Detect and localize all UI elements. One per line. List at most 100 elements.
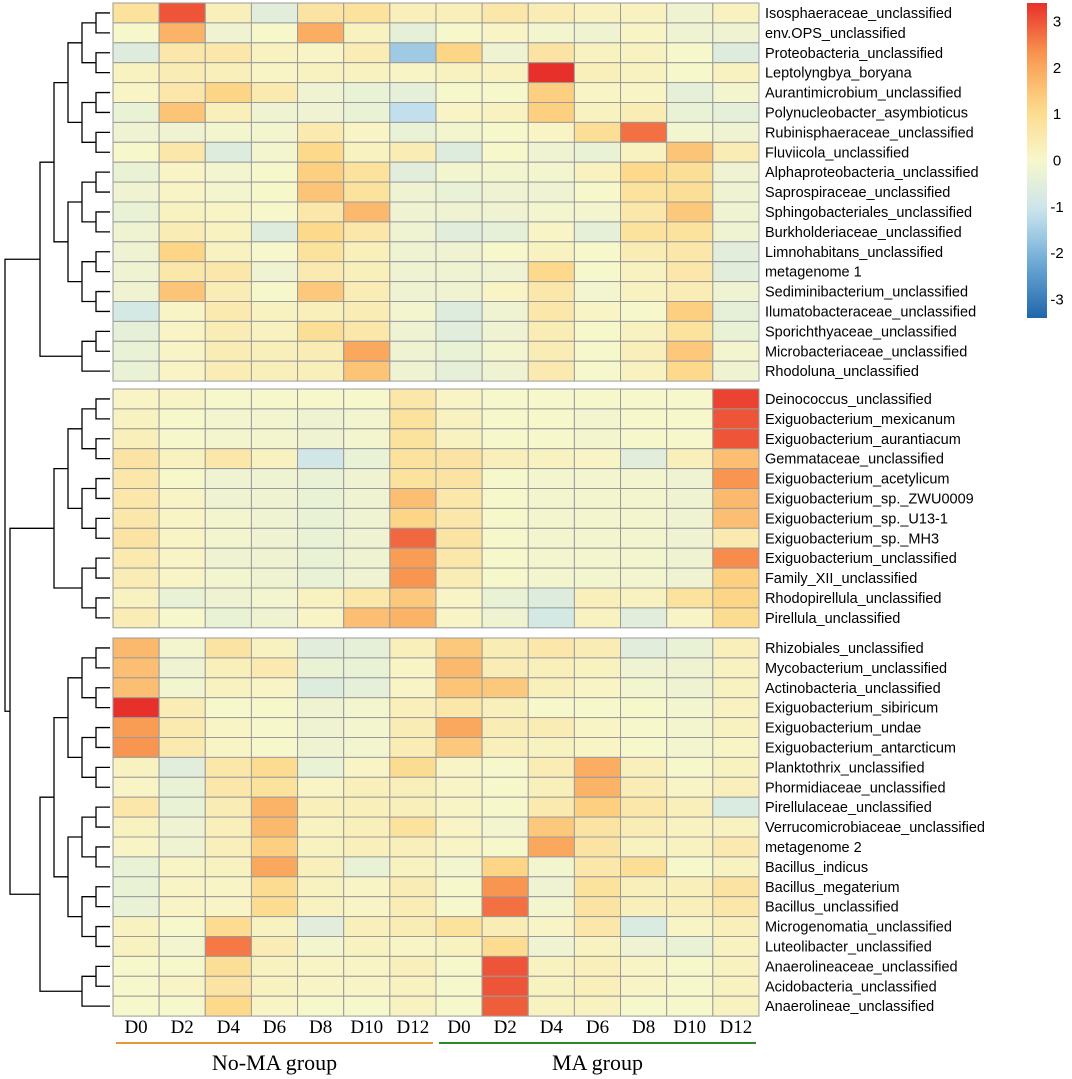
- heatmap-cell: [573, 488, 622, 509]
- heatmap-cell: [712, 936, 760, 957]
- heatmap-cell: [297, 567, 345, 589]
- heatmap-cell: [112, 42, 160, 64]
- dendrogram-branch: [95, 171, 110, 193]
- heatmap-cell: [481, 2, 529, 24]
- heatmap-cell: [204, 488, 252, 509]
- heatmap-cell: [204, 241, 252, 263]
- heatmap-cell: [112, 360, 160, 382]
- heatmap-cell: [389, 756, 437, 778]
- heatmap-cell: [527, 261, 575, 283]
- column-label: D8: [309, 1017, 332, 1038]
- heatmap-cell: [712, 836, 760, 858]
- heatmap-cell: [250, 776, 299, 798]
- heatmap-cell: [620, 468, 668, 490]
- heatmap-cell: [573, 816, 622, 838]
- row-label: Exiguobacterium_antarcticum: [765, 740, 956, 756]
- heatmap-cell: [297, 388, 345, 410]
- heatmap-cell: [250, 2, 299, 24]
- heatmap-cell: [297, 955, 345, 977]
- heatmap-cell: [573, 717, 622, 738]
- heatmap-cell: [712, 975, 760, 997]
- heatmap-cell: [712, 657, 760, 679]
- heatmap-cell: [343, 677, 391, 699]
- heatmap-cell: [481, 161, 529, 183]
- heatmap-cell: [481, 527, 529, 549]
- heatmap-cell: [112, 916, 160, 937]
- heatmap-cell: [481, 360, 529, 382]
- heatmap-cell: [297, 856, 345, 878]
- heatmap-cell: [112, 896, 160, 918]
- heatmap-cell: [343, 241, 391, 263]
- heatmap-cell: [389, 42, 437, 64]
- heatmap-cell: [435, 527, 483, 549]
- heatmap-cell: [435, 320, 483, 342]
- heatmap-cell: [712, 241, 760, 263]
- heatmap-cell: [343, 161, 391, 183]
- heatmap-cell: [158, 737, 206, 758]
- heatmap-cell: [666, 448, 714, 470]
- heatmap-cell: [527, 995, 575, 1017]
- heatmap-cell: [389, 281, 437, 303]
- row-label: Exiguobacterium_sibiricum: [765, 701, 938, 717]
- heatmap-cell: [112, 320, 160, 342]
- heatmap-cell: [712, 428, 760, 450]
- heatmap-cell: [481, 856, 529, 878]
- dendrogram-branch: [95, 965, 110, 987]
- heatmap-cell: [666, 587, 714, 609]
- heatmap-cell: [527, 796, 575, 818]
- heatmap-cell: [112, 161, 160, 183]
- heatmap-cell: [620, 737, 668, 758]
- row-label: Alphaproteobacteria_unclassified: [765, 165, 979, 181]
- dendrogram-branch: [39, 796, 82, 992]
- heatmap-cell: [389, 547, 437, 569]
- heatmap-cell: [204, 896, 252, 918]
- row-label: Proteobacteria_unclassified: [765, 46, 943, 62]
- heatmap-cell: [112, 181, 160, 203]
- dendrogram-branch: [95, 517, 110, 539]
- heatmap-cell: [250, 408, 299, 430]
- heatmap-cell: [573, 836, 622, 858]
- heatmap-cell: [343, 388, 391, 410]
- row-label: Pirellulaceae_unclassified: [765, 800, 932, 816]
- heatmap-cell: [250, 468, 299, 490]
- heatmap-cell: [481, 816, 529, 838]
- column-label: D8: [632, 1017, 655, 1038]
- heatmap-cell: [158, 936, 206, 957]
- heatmap-cell: [435, 408, 483, 430]
- row-label: Microgenomatia_unclassified: [765, 920, 952, 936]
- heatmap-cell: [620, 547, 668, 569]
- column-label: D0: [447, 1017, 470, 1038]
- heatmap-cell: [204, 388, 252, 410]
- heatmap-cell: [620, 121, 668, 143]
- heatmap-cell: [343, 975, 391, 997]
- heatmap-cell: [620, 241, 668, 263]
- row-label: Exiguobacterium_acetylicum: [765, 472, 950, 488]
- heatmap-cell: [481, 975, 529, 997]
- heatmap-cell: [389, 62, 437, 84]
- heatmap-cell: [250, 756, 299, 778]
- heatmap-cell: [389, 936, 437, 957]
- heatmap-cell: [620, 697, 668, 719]
- heatmap-cell: [204, 2, 252, 24]
- heatmap-cell: [297, 161, 345, 183]
- heatmap-cell: [712, 995, 760, 1017]
- row-label: Rhodopirellula_unclassified: [765, 591, 942, 607]
- heatmap-cell: [250, 360, 299, 382]
- heatmap-cell: [343, 567, 391, 589]
- heatmap-cell: [343, 408, 391, 430]
- heatmap-cell: [573, 22, 622, 44]
- heatmap-cell: [620, 836, 668, 858]
- heatmap-cell: [204, 121, 252, 143]
- heatmap-cell: [389, 567, 437, 589]
- heatmap-cell: [712, 567, 760, 589]
- heatmap-cell: [389, 201, 437, 223]
- heatmap-cell: [573, 360, 622, 382]
- heatmap-cell: [712, 896, 760, 918]
- heatmap-cell: [573, 448, 622, 470]
- heatmap-cell: [250, 936, 299, 957]
- heatmap-cell: [297, 836, 345, 858]
- heatmap-cell: [712, 320, 760, 342]
- heatmap-cell: [158, 717, 206, 738]
- heatmap-cell: [527, 607, 575, 629]
- heatmap-cell: [573, 141, 622, 163]
